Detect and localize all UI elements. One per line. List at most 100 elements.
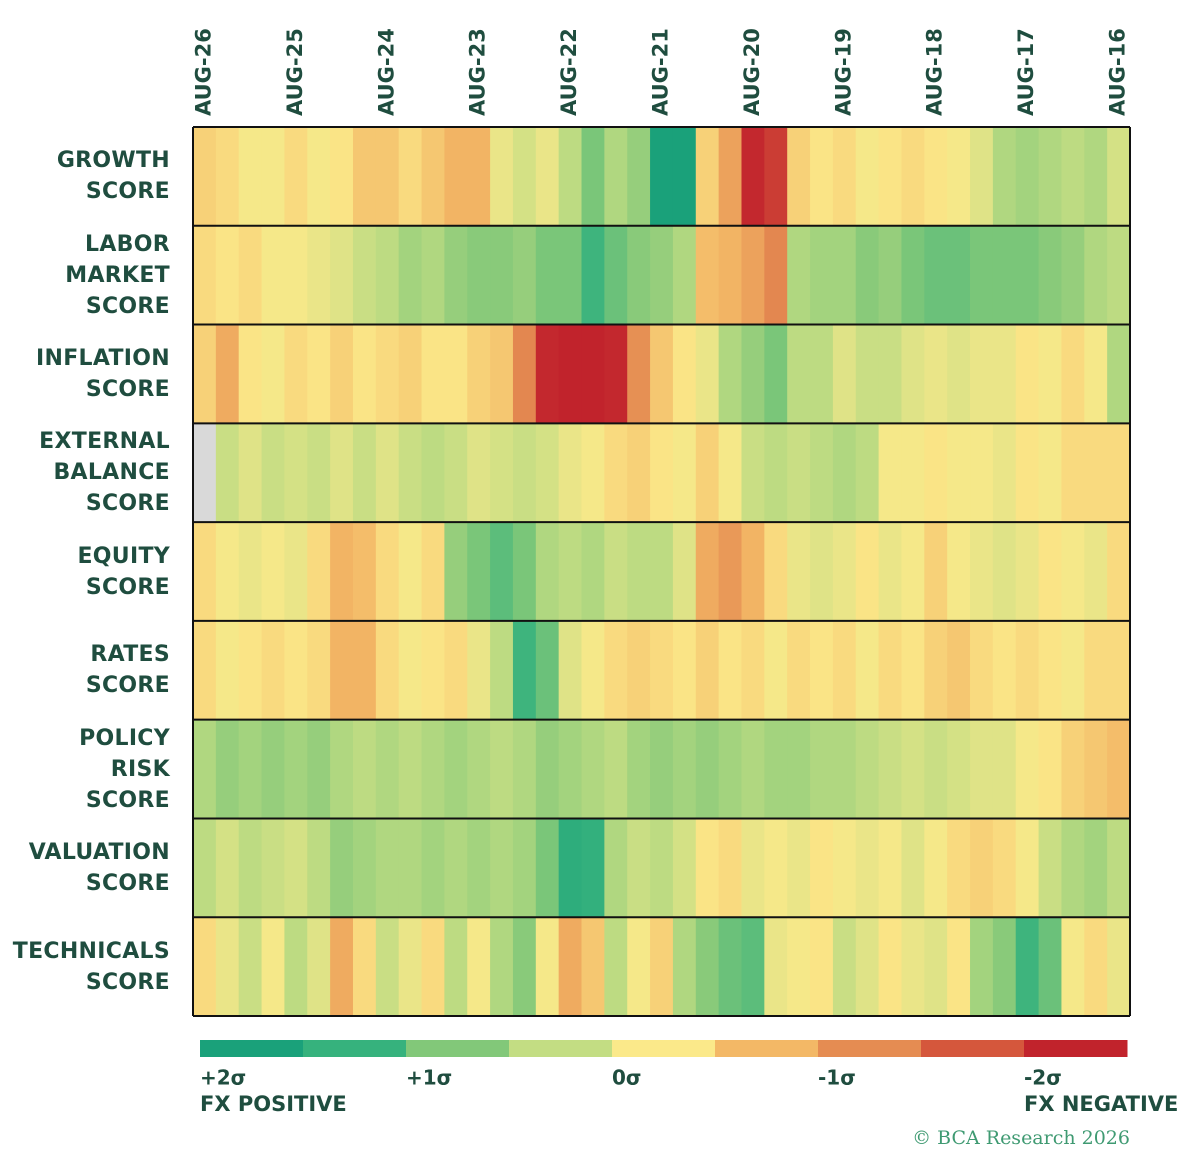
- heatmap-cell: [787, 719, 811, 819]
- heatmap-cell: [1015, 818, 1040, 918]
- heatmap-cell: [512, 324, 537, 424]
- colorbar-swatch: [303, 1040, 407, 1057]
- heatmap-cell: [307, 620, 331, 720]
- heatmap-cell: [238, 127, 263, 226]
- heatmap-cell: [878, 522, 903, 621]
- heatmap-cell: [672, 127, 697, 226]
- heatmap-cell: [193, 324, 217, 424]
- heatmap-cell: [490, 620, 514, 720]
- heatmap-cell: [421, 620, 445, 720]
- heatmap-cell: [878, 719, 903, 819]
- heatmap-cell: [1061, 324, 1085, 424]
- heatmap-cell: [992, 324, 1017, 424]
- heatmap-cell: [855, 719, 880, 819]
- colorbar-swatch: [612, 1040, 716, 1057]
- heatmap-cell: [512, 423, 537, 523]
- heatmap-cell: [284, 127, 308, 226]
- heatmap-cell: [924, 917, 948, 1016]
- heatmap-cell: [490, 127, 514, 226]
- heatmap-cell: [490, 818, 514, 918]
- heatmap-cell: [787, 620, 811, 720]
- x-tick-label: AUG-16: [1106, 28, 1130, 116]
- heatmap-cell: [1107, 719, 1131, 819]
- heatmap-cell: [1015, 719, 1040, 819]
- heatmap-cell: [307, 917, 331, 1016]
- heatmap-cell: [352, 225, 377, 325]
- heatmap-cell: [467, 522, 491, 621]
- heatmap-cell: [695, 818, 720, 918]
- heatmap-cell: [764, 818, 788, 918]
- heatmap-cell: [604, 324, 628, 424]
- heatmap-cell: [741, 127, 765, 226]
- heatmap-cell: [261, 324, 286, 424]
- heatmap-cell: [1061, 917, 1085, 1016]
- heatmap-cell: [741, 225, 765, 325]
- heatmap-cell: [810, 423, 834, 523]
- heatmap-cell: [444, 127, 468, 226]
- heatmap-cell: [261, 620, 286, 720]
- heatmap-cell: [672, 522, 697, 621]
- heatmap-cell: [1015, 423, 1040, 523]
- heatmap-cell: [947, 324, 971, 424]
- row-label: POLICY RISK SCORE: [79, 725, 170, 813]
- heatmap-cell: [810, 127, 834, 226]
- heatmap-cell: [215, 423, 240, 523]
- heatmap-cell: [284, 719, 308, 819]
- heatmap-cell: [535, 423, 560, 523]
- heatmap-cell: [467, 818, 491, 918]
- heatmap-cell: [970, 522, 994, 621]
- heatmap-cell: [490, 225, 514, 325]
- heatmap-cell: [787, 225, 811, 325]
- heatmap-cell: [467, 719, 491, 819]
- heatmap-cell: [467, 917, 491, 1016]
- heatmap-cell: [1107, 818, 1131, 918]
- heatmap-cell: [650, 620, 674, 720]
- heatmap-cell: [1107, 620, 1131, 720]
- heatmap-cell: [284, 917, 308, 1016]
- heatmap-cell: [1107, 423, 1131, 523]
- x-tick-label: AUG-23: [466, 28, 490, 116]
- heatmap-cell: [238, 225, 263, 325]
- heatmap-cell: [878, 917, 903, 1016]
- heatmap-cell: [1084, 620, 1108, 720]
- x-tick-label: AUG-17: [1014, 28, 1038, 116]
- heatmap-cell: [238, 917, 263, 1016]
- colorbar-tick-label: +1σ: [406, 1066, 452, 1090]
- heatmap-cell: [238, 324, 263, 424]
- heatmap-cell: [581, 324, 605, 424]
- heatmap-cell: [1038, 423, 1063, 523]
- heatmap-cell: [375, 225, 400, 325]
- colorbar-tick-label: -1σ: [818, 1066, 856, 1090]
- heatmap-cell: [398, 522, 423, 621]
- heatmap-cell: [215, 917, 240, 1016]
- heatmap-cell: [581, 225, 605, 325]
- heatmap-cell: [512, 225, 537, 325]
- heatmap-cell: [375, 423, 400, 523]
- heatmap-cell: [650, 818, 674, 918]
- heatmap-cell: [1038, 324, 1063, 424]
- heatmap-cell: [627, 620, 651, 720]
- heatmap-cell: [307, 225, 331, 325]
- heatmap-cell: [1038, 620, 1063, 720]
- heatmap-cell: [855, 127, 880, 226]
- colorbar-tick-label: +2σ: [200, 1066, 246, 1090]
- heatmap-cell: [741, 423, 765, 523]
- x-tick-label: AUG-19: [831, 28, 855, 116]
- heatmap-cell: [581, 423, 605, 523]
- heatmap-cell: [1084, 818, 1108, 918]
- heatmap-cell: [490, 522, 514, 621]
- heatmap-cell: [467, 127, 491, 226]
- heatmap-cell: [535, 719, 560, 819]
- heatmap-cell: [672, 818, 697, 918]
- heatmap-cell: [535, 917, 560, 1016]
- heatmap-cell: [924, 719, 948, 819]
- heatmap-cell: [650, 127, 674, 226]
- heatmap-cell: [695, 719, 720, 819]
- heatmap-cell: [832, 818, 857, 918]
- heatmap-cell: [1038, 719, 1063, 819]
- heatmap-cell: [924, 324, 948, 424]
- heatmap-cell: [261, 225, 286, 325]
- colorbar-swatch: [818, 1040, 922, 1057]
- heatmap-cell: [604, 719, 628, 819]
